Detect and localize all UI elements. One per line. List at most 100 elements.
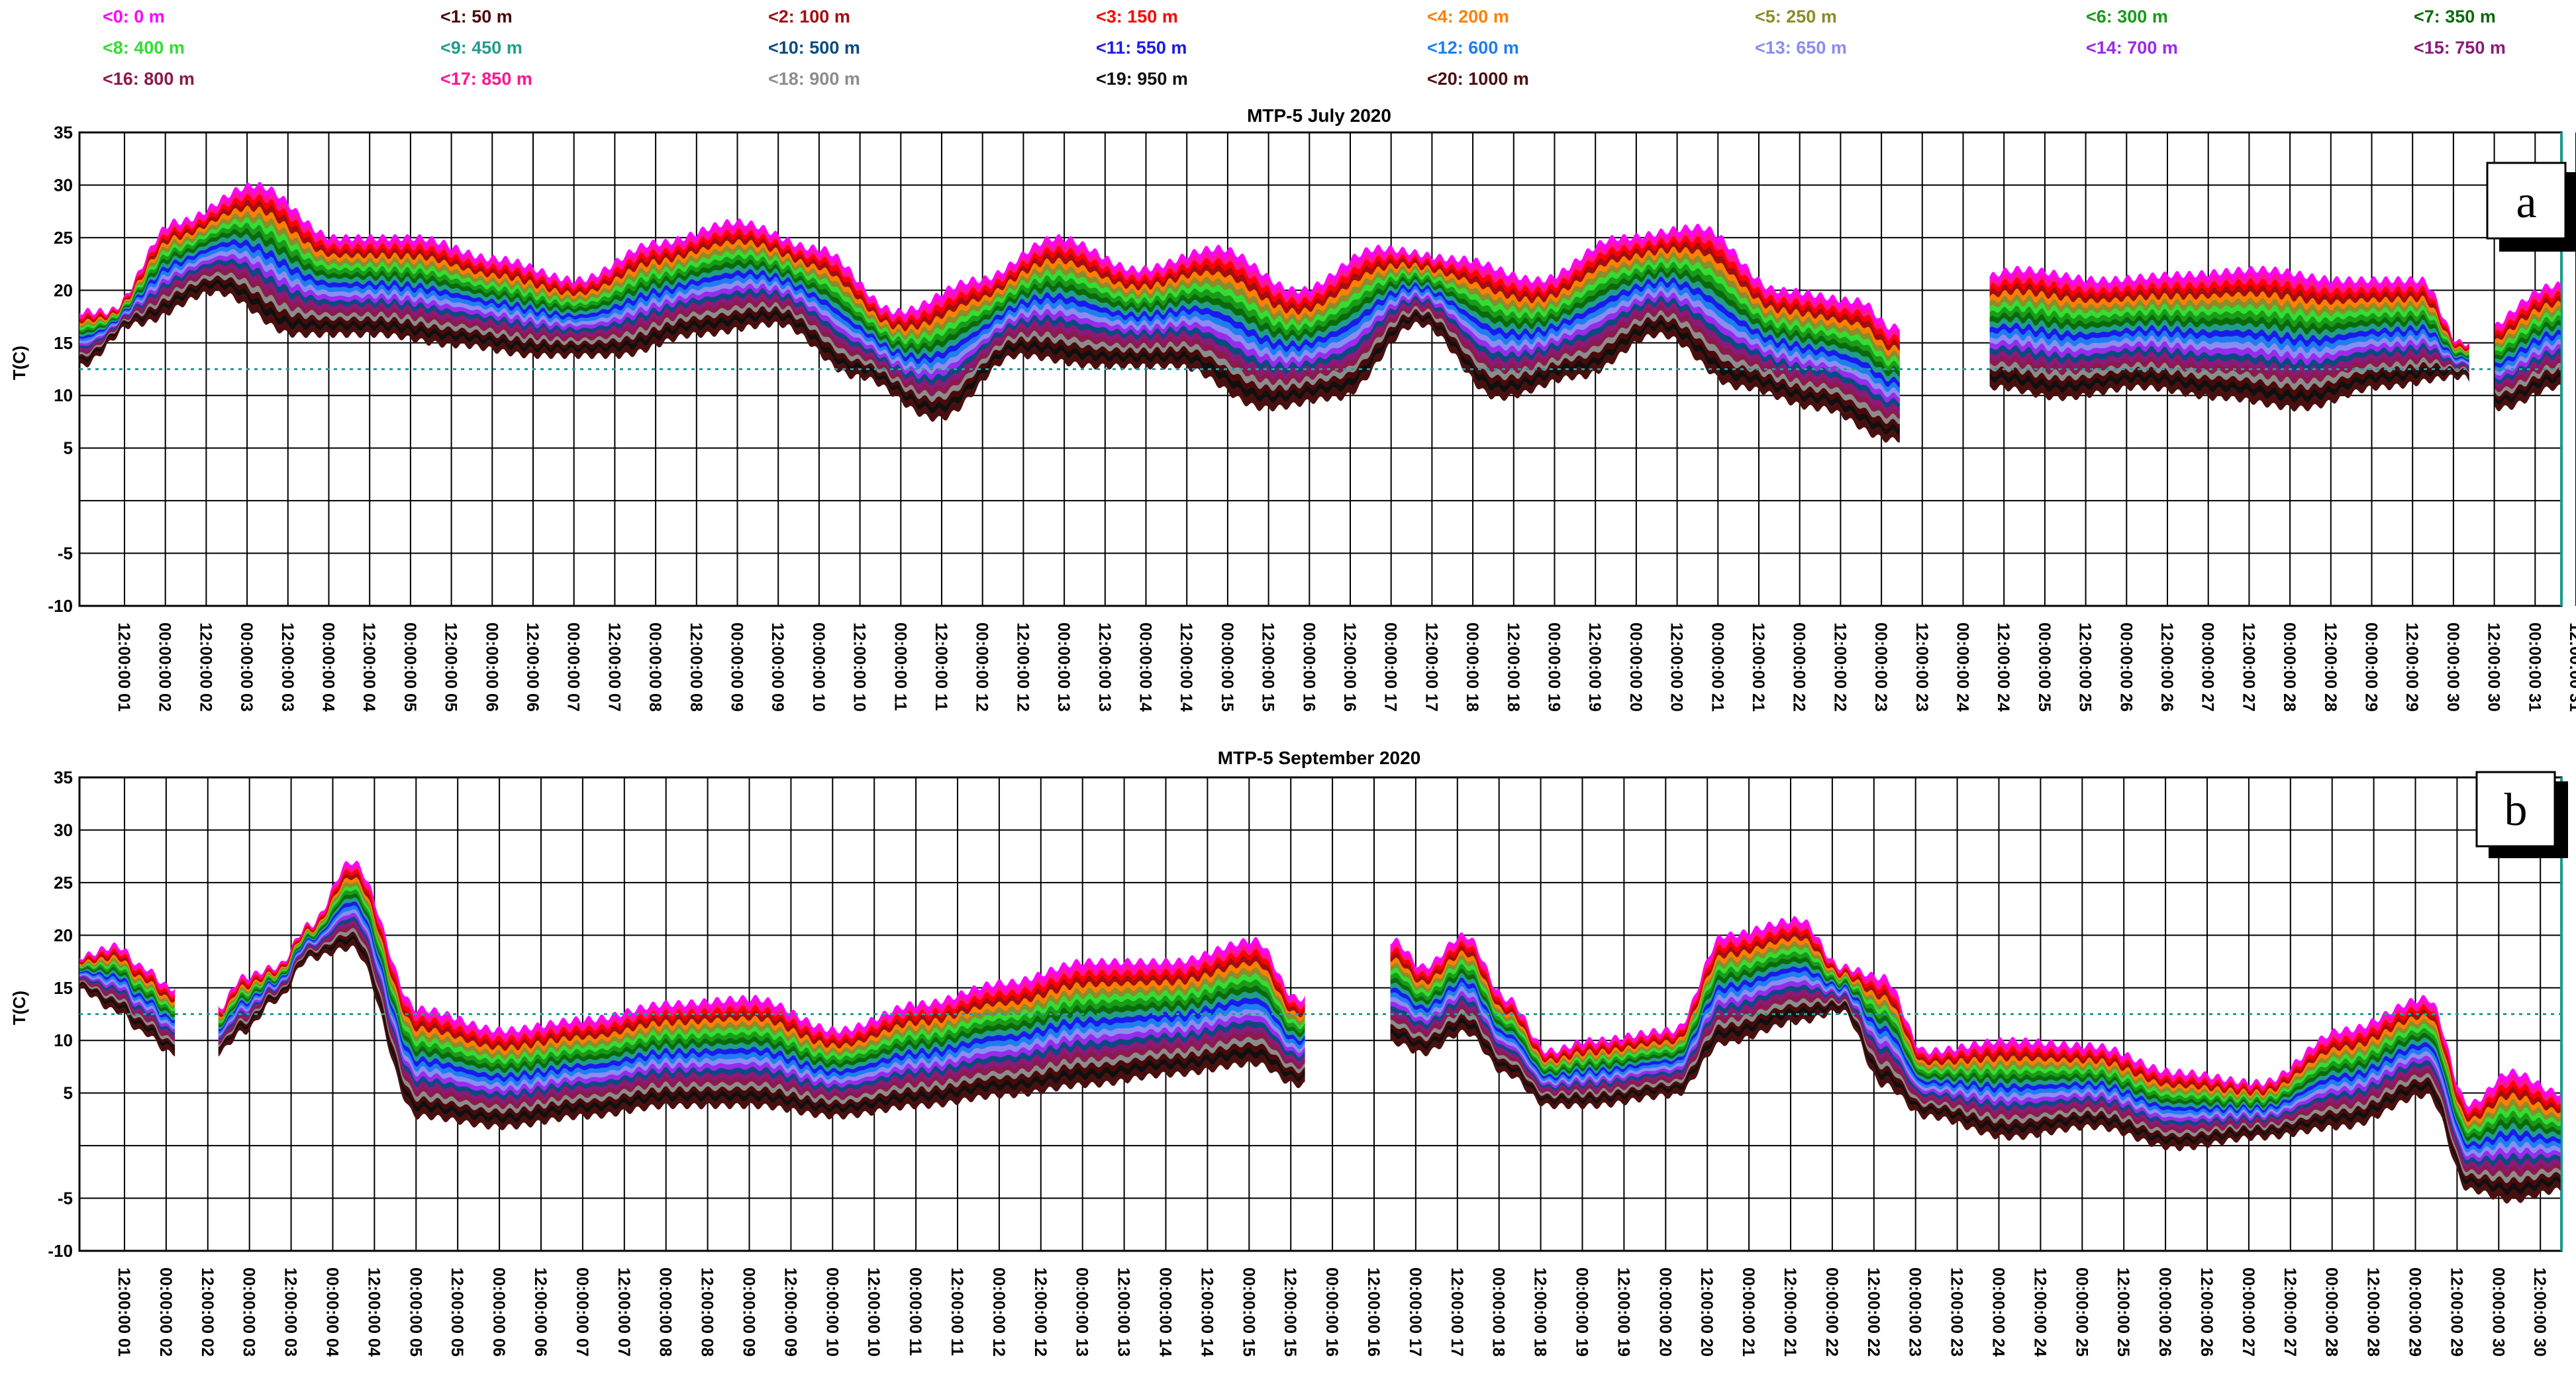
band-level-14 (79, 254, 1900, 406)
x-tick-label: 12:00:00 19 (1614, 1267, 1632, 1357)
band-level-19 (79, 983, 175, 1054)
band-level-2 (218, 873, 1305, 1054)
x-tick-label: 00:00:00 06 (489, 1267, 508, 1357)
x-tick-label: 12:00:00 16 (1364, 1267, 1383, 1357)
band-level-9 (1989, 317, 2469, 362)
band-level-1 (1989, 362, 2469, 399)
x-tick-label: 12:00:00 01 (115, 1267, 133, 1357)
chart-legend: <0: 0 m <1: 50 m <2: 100 m <3: 150 m <4: 200… (0, 0, 2576, 99)
x-tick-label: 12:00:00 21 (1749, 622, 1767, 712)
band-level-16 (1989, 352, 2469, 387)
band-level-4 (218, 877, 1305, 1058)
y-tick-label: -10 (48, 596, 73, 616)
y-tick-label: 15 (54, 333, 73, 353)
legend-item: <2: 100 m (768, 7, 850, 26)
band-level-0 (218, 860, 1305, 1041)
x-tick-label: 12:00:00 15 (1281, 1267, 1299, 1357)
legend-item: <15: 750 m (2414, 38, 2506, 58)
x-tick-label: 00:00:00 25 (2035, 622, 2054, 712)
x-tick-label: 00:00:00 30 (2489, 1267, 2507, 1357)
band-level-15 (79, 263, 1900, 417)
x-tick-label: 00:00:00 19 (1573, 1267, 1591, 1357)
y-tick-label: 20 (54, 925, 73, 945)
x-tick-label: 00:00:00 17 (1406, 1267, 1424, 1357)
x-tick-label: 00:00:00 08 (656, 1267, 675, 1357)
band-level-10 (1989, 343, 2469, 375)
x-tick-label: 12:00:00 08 (687, 622, 705, 712)
x-tick-label: 00:00:00 14 (1136, 622, 1155, 712)
x-tick-label: 00:00:00 27 (2199, 622, 2217, 712)
x-tick-label: 00:00:00 05 (406, 1267, 424, 1357)
x-tick-label: 00:00:00 22 (1790, 622, 1808, 712)
x-tick-label: 12:00:00 12 (1031, 1267, 1050, 1357)
band-level-1 (1390, 1000, 2561, 1192)
x-tick-label: 12:00:00 17 (1422, 622, 1440, 712)
x-tick-label: 12:00:00 11 (948, 1267, 966, 1356)
y-axis-label: T(C) (9, 346, 29, 380)
band-level-10 (218, 916, 1305, 1103)
x-tick-label: 12:00:00 16 (1340, 622, 1359, 712)
x-tick-label: 00:00:00 04 (319, 622, 338, 712)
x-tick-label: 00:00:00 21 (1708, 622, 1726, 712)
y-axis-ticks: 35 30 25 20 15 10 5 -5 -10 (48, 123, 73, 616)
x-tick-label: 00:00:00 09 (728, 622, 746, 712)
band-level-5 (1989, 294, 2469, 357)
x-tick-label: 12:00:00 19 (1585, 622, 1604, 712)
x-tick-label: 12:00:00 07 (605, 622, 623, 712)
chart-title: MTP-5 September 2020 (1218, 748, 1421, 768)
x-tick-label: 00:00:00 24 (1989, 1267, 2008, 1357)
x-tick-label: 12:00:00 26 (2197, 1267, 2216, 1357)
legend-item: <11: 550 m (1096, 38, 1187, 58)
y-tick-label: 5 (64, 1083, 73, 1103)
y-tick-label: 10 (54, 1030, 73, 1050)
chart-panel-b-september: MTP-5 September 2020 T(C) 35 30 25 20 15 10 5 -… (9, 748, 2568, 1357)
x-tick-label: 00:00:00 15 (1239, 1267, 1258, 1357)
x-tick-label: 00:00:00 25 (2072, 1267, 2091, 1357)
x-tick-label: 00:00:00 03 (237, 622, 256, 712)
y-tick-label: 35 (54, 123, 73, 142)
legend-item: <9: 450 m (440, 38, 522, 58)
band-level-15 (1989, 348, 2469, 381)
x-tick-label: 12:00:00 30 (2485, 622, 2503, 712)
band-level-20 (2495, 377, 2561, 411)
y-tick-label: 30 (54, 820, 73, 840)
x-tick-label: 12:00:00 06 (523, 622, 542, 712)
band-level-1 (218, 932, 1305, 1121)
x-tick-label: 00:00:00 16 (1299, 622, 1318, 712)
x-tick-label: 12:00:00 25 (2114, 1267, 2132, 1357)
x-tick-label: 00:00:00 28 (2322, 1267, 2341, 1357)
x-tick-label: 12:00:00 02 (196, 622, 215, 712)
x-tick-label: 00:00:00 11 (891, 622, 909, 711)
panel-label-b: b (2475, 771, 2568, 858)
panel-label-a: a (2486, 162, 2576, 252)
band-level-20 (79, 983, 175, 1057)
x-tick-label: 00:00:00 10 (822, 1267, 841, 1357)
x-tick-label: 12:00:00 13 (1095, 622, 1114, 712)
band-level-18 (1989, 357, 2469, 393)
band-level-0 (1989, 266, 2469, 350)
x-tick-label: 12:00:00 22 (1864, 1267, 1883, 1357)
x-tick-label: 12:00:00 27 (2281, 1267, 2299, 1357)
x-tick-label: 12:00:00 01 (115, 622, 133, 712)
band-level-10 (79, 258, 1900, 411)
x-tick-label: 00:00:00 02 (156, 622, 174, 712)
x-axis-ticks: 12:00:00 01 00:00:00 02 12:00:00 02 00:00:0… (115, 1267, 2549, 1357)
x-tick-label: 00:00:00 11 (906, 1267, 924, 1356)
chart-panel-a-july: MTP-5 July 2020 T(C) 3530252015105-5-10 … (9, 105, 2576, 712)
x-tick-label: 00:00:00 13 (1073, 1267, 1091, 1357)
x-tick-label: 12:00:00 14 (1177, 622, 1195, 712)
x-tick-label: 00:00:00 14 (1156, 1267, 1175, 1357)
x-tick-label: 00:00:00 12 (973, 622, 991, 712)
x-tick-label: 00:00:00 06 (482, 622, 501, 712)
legend-item: <6: 300 m (2086, 7, 2168, 26)
x-tick-label: 00:00:00 12 (989, 1267, 1008, 1357)
legend-item: <13: 650 m (1755, 38, 1847, 58)
x-tick-label: 12:00:00 09 (781, 1267, 799, 1357)
legend-item: <3: 150 m (1096, 7, 1178, 26)
y-tick-label: 20 (54, 280, 73, 300)
x-tick-label: 12:00:00 30 (2530, 1267, 2549, 1357)
x-tick-label: 12:00:00 10 (850, 622, 869, 712)
x-tick-label: 12:00:00 09 (768, 622, 787, 712)
x-tick-label: 12:00:00 18 (1531, 1267, 1550, 1357)
x-tick-label: 12:00:00 28 (2364, 1267, 2383, 1357)
